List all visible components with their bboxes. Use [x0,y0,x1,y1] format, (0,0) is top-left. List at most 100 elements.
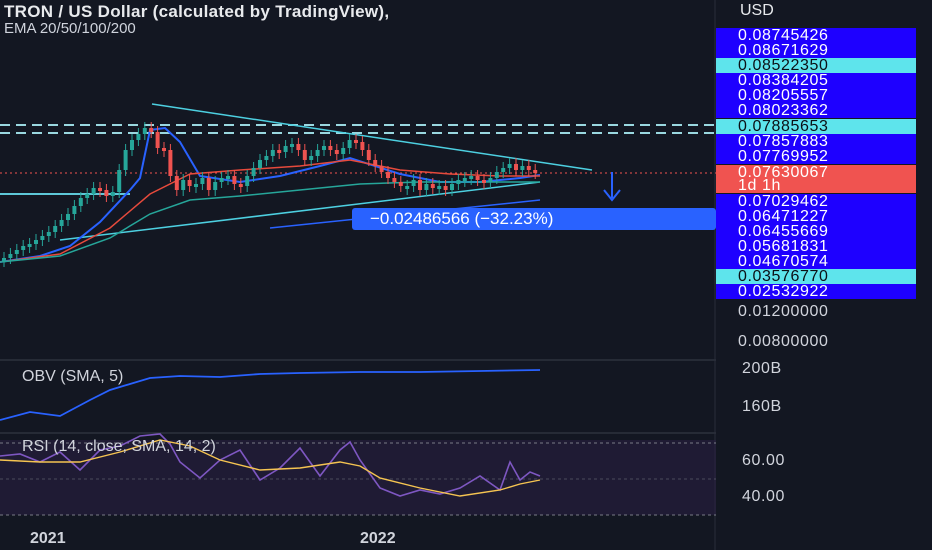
obv-pane-label[interactable]: OBV (SMA, 5) [22,368,124,385]
candle-body [213,182,218,190]
candle-body [27,244,32,247]
currency-label[interactable]: USD [740,2,774,19]
candle-body [450,184,454,190]
candle-body [2,258,6,261]
candle-body [270,150,275,156]
candle-body [462,178,467,181]
chart-title: TRON / US Dollar (calculated by TradingV… [4,2,390,21]
candle-body [264,156,269,160]
ascending-trendline [59,181,541,241]
price-label: 0.07885653 [716,119,916,135]
candle-body [469,176,474,179]
candle-body [526,166,531,170]
candle-body [341,148,346,154]
candle-body [296,144,301,150]
candle-body [245,176,250,186]
candle-body [533,170,538,173]
candle-body [418,180,422,190]
candle-body [360,142,365,150]
obv-tick-160b: 160B [742,398,782,415]
candle-body [155,132,160,148]
candle-body [520,166,525,170]
candle-body [206,178,211,190]
candle-body [142,128,147,134]
candle-body [424,184,429,190]
rsi-sma-line [0,439,541,497]
candle-body [430,184,435,188]
candle-body [53,226,58,232]
candle-body [507,164,512,168]
candle-body [226,176,230,179]
candle-body [354,140,358,143]
price-label: 0.08522350 [716,58,916,74]
candle-body [46,232,51,236]
candle-body [322,146,326,150]
candle-body [219,178,224,182]
candle-body [162,148,166,151]
candle-body [379,166,384,172]
candle-body [104,190,109,196]
candle-body [405,186,410,189]
candle-body [34,240,38,244]
candle-body [59,220,64,226]
candle-body [302,150,307,160]
candle-body [21,246,26,250]
price-label: 0.08745426 [716,28,916,44]
candle-body [514,164,518,170]
candlestick-series [2,122,538,267]
price-label: 0.06455669 [716,224,916,240]
price-label: 0.00800000 [738,333,829,350]
candle-body [40,236,45,240]
candle-body [398,182,403,186]
time-axis-2022: 2022 [360,530,396,547]
candle-body [501,168,506,172]
candle-body [488,178,493,182]
price-label: 0.07857883 [716,134,916,150]
price-label: 0.06471227 [716,209,916,225]
candle-body [181,180,186,190]
rsi-tick-40: 40.00 [742,488,786,505]
price-label: 0.08671629 [716,43,916,59]
price-label: 1d 1h [716,178,916,194]
price-label: 0.08023362 [716,103,916,119]
candle-body [283,146,288,152]
descending-trendline [151,103,593,171]
candle-body [290,144,294,147]
candle-body [392,178,397,182]
price-label: 0.01200000 [738,303,829,320]
candle-body [136,134,141,140]
candle-body [91,188,96,194]
obv-tick-200b: 200B [742,360,782,377]
candle-body [110,192,115,196]
candle-body [411,180,416,186]
price-label: 0.04670574 [716,254,916,270]
candle-body [85,194,90,198]
indicator-label: EMA 20/50/100/200 [4,20,136,37]
candle-body [258,160,262,168]
candle-body [187,180,192,186]
price-chart[interactable] [0,0,716,550]
time-axis-2021: 2021 [30,530,66,547]
price-label: 0.07029462 [716,194,916,210]
candle-body [328,146,333,150]
price-label: 0.08384205 [716,73,916,89]
rsi-pane-label[interactable]: RSI (14, close, SMA, 14, 2) [22,438,216,455]
candle-body [277,150,282,153]
candle-body [8,254,13,258]
candle-body [347,140,352,148]
candle-body [373,160,378,166]
candle-body [251,168,256,176]
candle-body [443,186,448,190]
measure-callout: −0.02486566 (−32.23%) [352,208,716,230]
candle-body [194,184,198,187]
candle-body [334,150,339,154]
candle-body [475,176,480,180]
candle-body [174,176,179,190]
candle-body [482,180,486,183]
candle-body [149,128,154,132]
candle-body [386,172,390,178]
candle-body [232,176,237,184]
price-label: 0.05681831 [716,239,916,255]
candle-body [168,150,173,176]
